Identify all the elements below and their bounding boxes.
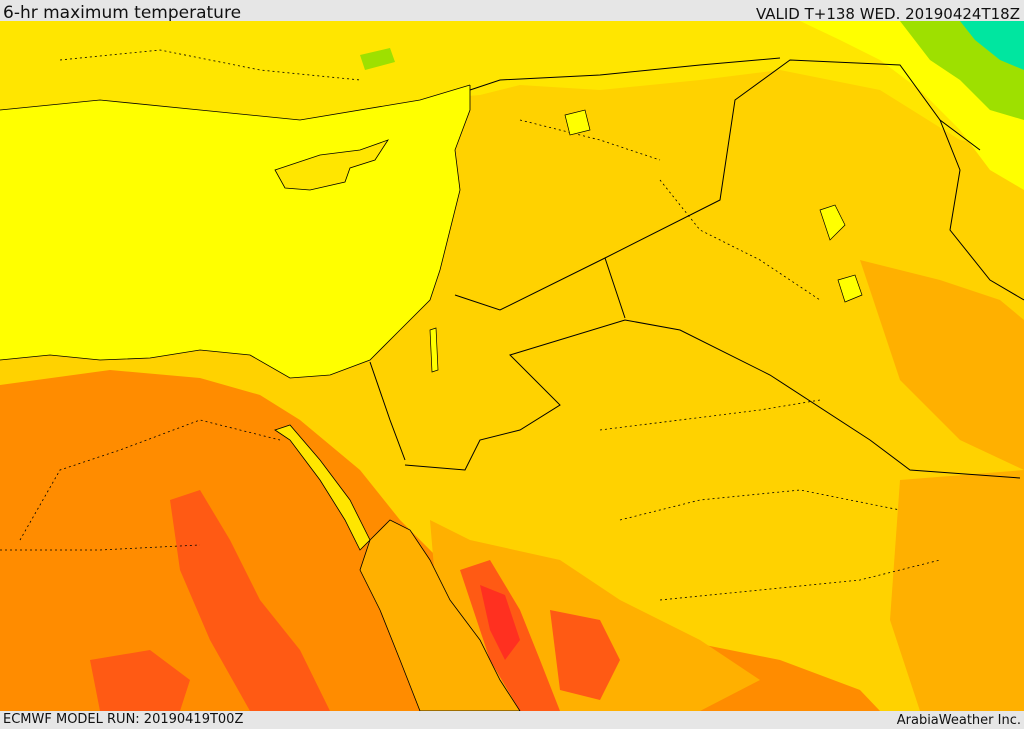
valid-time-label: VALID T+138 WED. 20190424T18Z bbox=[755, 5, 1020, 23]
temp-region-hot-4 bbox=[90, 650, 190, 711]
border-jordan-iraq bbox=[604, 257, 626, 319]
lake-thartar bbox=[819, 204, 846, 241]
border-iraq-iran bbox=[939, 119, 1024, 301]
lake-assad bbox=[564, 109, 591, 136]
map-canvas bbox=[0, 21, 1024, 711]
temp-region-gulf-warm bbox=[860, 260, 1024, 470]
internal-boundary-1 bbox=[19, 419, 281, 541]
internal-boundary-6 bbox=[0, 544, 201, 551]
header-bar: 6-hr maximum temperature VALID T+138 WED… bbox=[0, 0, 1024, 23]
coastline-turkey bbox=[0, 84, 471, 121]
border-turkey-syria bbox=[469, 57, 781, 91]
model-run-label: ECMWF MODEL RUN: 20190419T00Z bbox=[3, 712, 244, 727]
temp-region-hot-3 bbox=[550, 610, 620, 700]
red-sea bbox=[359, 519, 521, 711]
internal-boundary-3 bbox=[619, 489, 901, 521]
temp-region-arabia-warm bbox=[890, 470, 1024, 711]
dead-sea bbox=[429, 327, 439, 373]
internal-boundary-7 bbox=[59, 49, 361, 81]
internal-boundary-2 bbox=[599, 399, 821, 431]
gulf-of-suez bbox=[274, 424, 371, 551]
lake-east bbox=[837, 274, 863, 303]
border-iraq-syria bbox=[454, 59, 981, 311]
temp-region-hot-1 bbox=[170, 490, 330, 711]
cyprus-island bbox=[274, 139, 389, 191]
border-egypt-israel bbox=[369, 361, 406, 461]
temp-region-cyan-ne bbox=[960, 21, 1024, 70]
map-title: 6-hr maximum temperature bbox=[3, 3, 242, 23]
internal-boundary-4 bbox=[659, 559, 941, 601]
temp-region-hottest bbox=[480, 585, 520, 660]
temperature-map bbox=[0, 21, 1024, 711]
footer-bar: ECMWF MODEL RUN: 20190419T00Z ArabiaWeat… bbox=[0, 711, 1024, 729]
border-jordan-saudi bbox=[404, 319, 1021, 479]
temp-region-north bbox=[0, 21, 1024, 150]
coastline-levant bbox=[0, 85, 471, 379]
temp-region-green-spot bbox=[360, 48, 395, 70]
credit-label: ArabiaWeather Inc. bbox=[896, 713, 1021, 728]
